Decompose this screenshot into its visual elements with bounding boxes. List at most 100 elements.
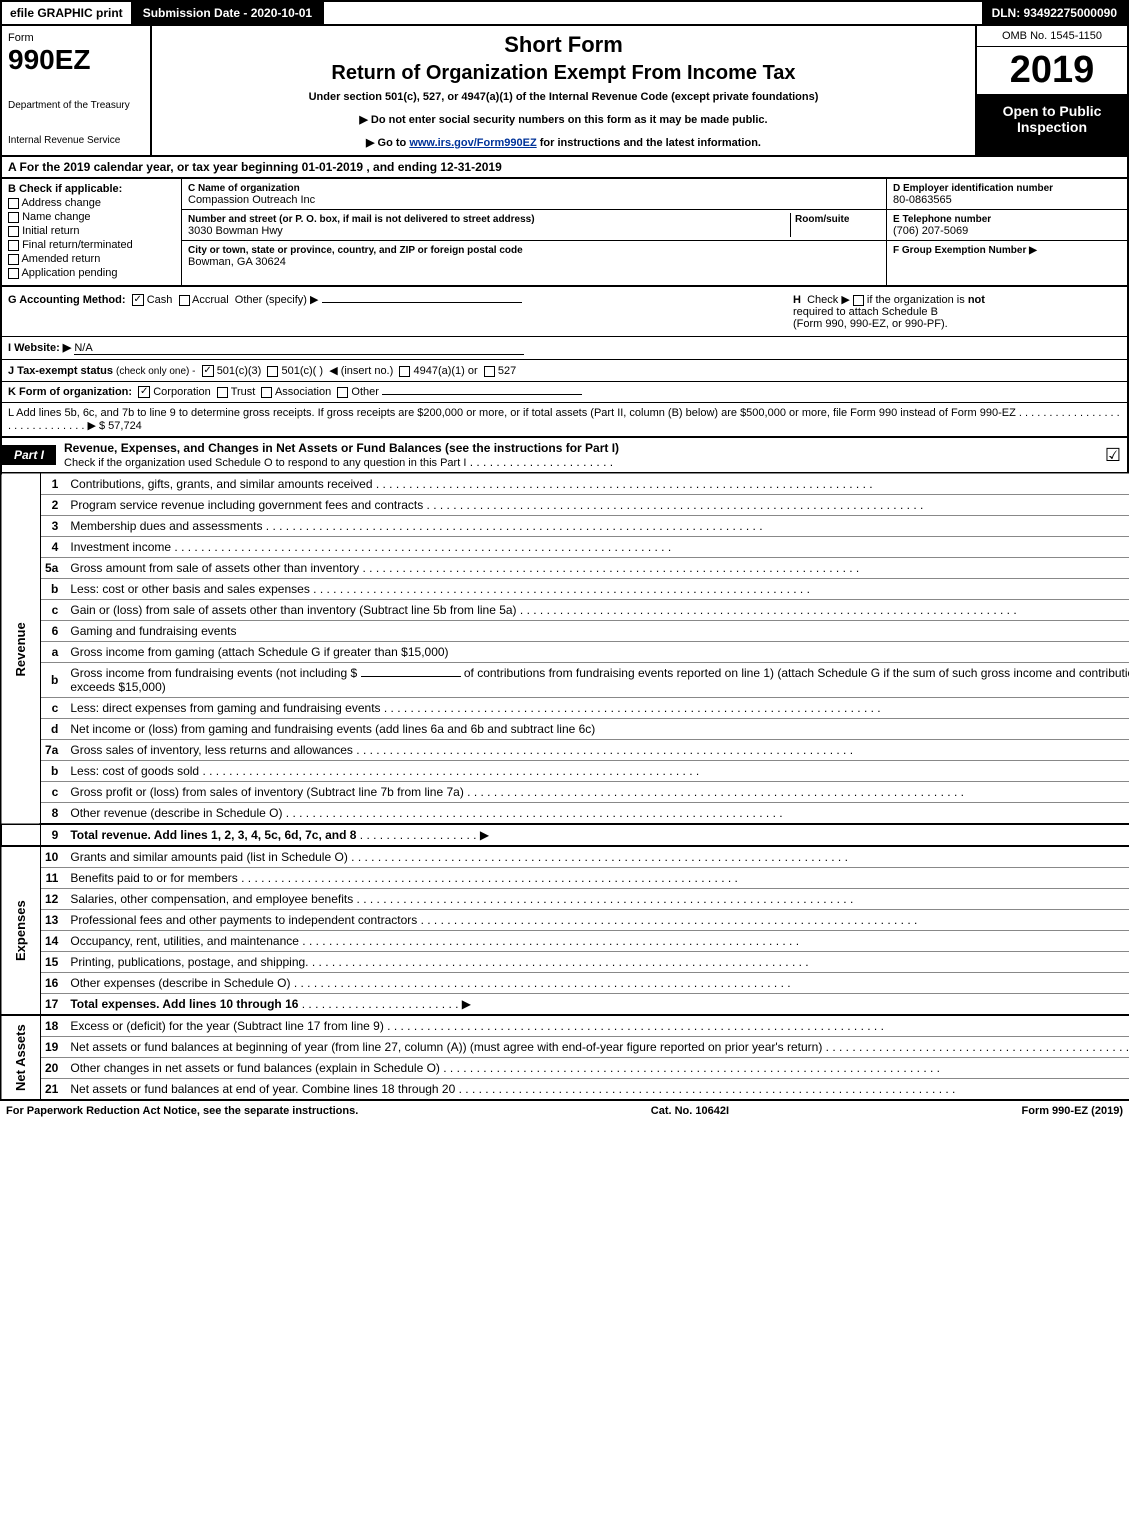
l-amount: ▶ $ 57,724	[87, 420, 141, 432]
line-17-desc-text: Total expenses. Add lines 10 through 16	[70, 997, 298, 1011]
form-of-org-label: K Form of organization:	[8, 386, 132, 398]
group-exemption-label: F Group Exemption Number ▶	[893, 245, 1037, 256]
h-checkbox[interactable]	[853, 295, 864, 306]
line-12-num: 12	[41, 889, 67, 910]
line-15-desc: Printing, publications, postage, and shi…	[66, 952, 1129, 973]
line-11: 11 Benefits paid to or for members 11	[1, 868, 1129, 889]
part-1-tag: Part I	[2, 445, 56, 465]
h-not: not	[968, 294, 985, 306]
part-1-title-text: Revenue, Expenses, and Changes in Net As…	[64, 441, 619, 455]
j-4947-checkbox[interactable]	[399, 366, 410, 377]
h-check-text: Check ▶	[807, 294, 850, 306]
accrual-checkbox[interactable]	[179, 295, 190, 306]
k-association-checkbox[interactable]	[261, 387, 272, 398]
line-6b-num: b	[41, 663, 67, 698]
line-7c-desc: Gross profit or (loss) from sales of inv…	[66, 782, 1129, 803]
org-name: Compassion Outreach Inc	[188, 194, 315, 206]
line-6d: d Net income or (loss) from gaming and f…	[1, 719, 1129, 740]
footer-right: Form 990-EZ (2019)	[1022, 1105, 1123, 1117]
room-suite-label: Room/suite	[795, 214, 849, 225]
header-center: Short Form Return of Organization Exempt…	[152, 26, 977, 155]
line-3-desc: Membership dues and assessments	[66, 516, 1129, 537]
h-text4: required to attach Schedule B	[793, 306, 938, 318]
line-5a-desc: Gross amount from sale of assets other t…	[66, 558, 1129, 579]
line-14-desc: Occupancy, rent, utilities, and maintena…	[66, 931, 1129, 952]
website-label: I Website: ▶	[8, 342, 71, 354]
open-to-public: Open to Public Inspection	[977, 95, 1127, 155]
ein-label: D Employer identification number	[893, 183, 1053, 194]
check-final-return[interactable]: Final return/terminated	[8, 239, 175, 251]
check-application-pending[interactable]: Application pending	[8, 267, 175, 279]
ein-value: 80-0863565	[893, 194, 952, 206]
check-name-change[interactable]: Name change	[8, 211, 175, 223]
j-4947-label: 4947(a)(1) or	[413, 365, 477, 377]
line-1-num: 1	[41, 474, 67, 495]
part-1-checkbox[interactable]: ☑	[1105, 445, 1127, 466]
k-association-label: Association	[275, 386, 331, 398]
line-8-num: 8	[41, 803, 67, 825]
dln-number: DLN: 93492275000090	[982, 2, 1127, 24]
line-20-num: 20	[41, 1058, 67, 1079]
line-13-desc: Professional fees and other payments to …	[66, 910, 1129, 931]
line-9: 9 Total revenue. Add lines 1, 2, 3, 4, 5…	[1, 824, 1129, 846]
section-l: L Add lines 5b, 6c, and 7b to line 9 to …	[0, 403, 1129, 438]
line-5c: c Gain or (loss) from sale of assets oth…	[1, 600, 1129, 621]
efile-graphic-print[interactable]: efile GRAPHIC print	[2, 2, 133, 24]
cash-checkbox[interactable]: ✓	[132, 294, 144, 306]
short-form-title: Short Form	[158, 32, 969, 58]
check-amended-return-label: Amended return	[21, 253, 100, 265]
irs-label: Internal Revenue Service	[8, 135, 144, 146]
page-footer: For Paperwork Reduction Act Notice, see …	[0, 1101, 1129, 1121]
line-3-num: 3	[41, 516, 67, 537]
line-9-desc: Total revenue. Add lines 1, 2, 3, 4, 5c,…	[66, 824, 1129, 846]
line-5a-num: 5a	[41, 558, 67, 579]
line-9-desc-text: Total revenue. Add lines 1, 2, 3, 4, 5c,…	[70, 828, 356, 842]
header-left: Form 990EZ Department of the Treasury In…	[2, 26, 152, 155]
k-other-line	[382, 394, 582, 395]
line-20: 20 Other changes in net assets or fund b…	[1, 1058, 1129, 1079]
line-16-num: 16	[41, 973, 67, 994]
j-527-checkbox[interactable]	[484, 366, 495, 377]
h-label: H	[793, 294, 801, 306]
org-street-block: Number and street (or P. O. box, if mail…	[182, 210, 886, 241]
line-6c-num: c	[41, 698, 67, 719]
j-501c-checkbox[interactable]	[267, 366, 278, 377]
section-b: B Check if applicable: Address change Na…	[2, 179, 182, 285]
check-name-change-label: Name change	[22, 211, 91, 223]
org-street-label: Number and street (or P. O. box, if mail…	[188, 214, 535, 225]
j-insert-no: ◀ (insert no.)	[329, 365, 393, 377]
line-16-desc: Other expenses (describe in Schedule O)	[66, 973, 1129, 994]
k-corporation-checkbox[interactable]: ✓	[138, 386, 150, 398]
line-21-num: 21	[41, 1079, 67, 1101]
line-19-num: 19	[41, 1037, 67, 1058]
line-6a-desc: Gross income from gaming (attach Schedul…	[66, 642, 1129, 663]
line-18-num: 18	[41, 1015, 67, 1037]
k-other-checkbox[interactable]	[337, 387, 348, 398]
top-bar: efile GRAPHIC print Submission Date - 20…	[0, 0, 1129, 26]
check-amended-return[interactable]: Amended return	[8, 253, 175, 265]
org-name-label: C Name of organization	[188, 183, 300, 194]
line-15: 15 Printing, publications, postage, and …	[1, 952, 1129, 973]
irs-link[interactable]: www.irs.gov/Form990EZ	[409, 137, 536, 149]
other-specify-label: Other (specify) ▶	[235, 294, 319, 306]
check-initial-return[interactable]: Initial return	[8, 225, 175, 237]
j-501c3-checkbox[interactable]: ✓	[202, 365, 214, 377]
line-3: 3 Membership dues and assessments 3	[1, 516, 1129, 537]
line-6d-desc: Net income or (loss) from gaming and fun…	[66, 719, 1129, 740]
line-11-num: 11	[41, 868, 67, 889]
line-7c: c Gross profit or (loss) from sales of i…	[1, 782, 1129, 803]
line-4: 4 Investment income 4	[1, 537, 1129, 558]
line-6c: c Less: direct expenses from gaming and …	[1, 698, 1129, 719]
check-address-change[interactable]: Address change	[8, 197, 175, 209]
line-6a-num: a	[41, 642, 67, 663]
return-title: Return of Organization Exempt From Incom…	[158, 62, 969, 85]
line-6b-blank	[361, 676, 461, 677]
line-6: 6 Gaming and fundraising events	[1, 621, 1129, 642]
h-text2: if the organization is	[867, 294, 965, 306]
header-right: OMB No. 1545-1150 2019 Open to Public In…	[977, 26, 1127, 155]
k-trust-checkbox[interactable]	[217, 387, 228, 398]
line-5b-desc: Less: cost or other basis and sales expe…	[66, 579, 1129, 600]
part-1-table: Revenue 1 Contributions, gifts, grants, …	[0, 473, 1129, 1101]
website-value: N/A	[74, 342, 524, 355]
line-17-num: 17	[41, 994, 67, 1016]
